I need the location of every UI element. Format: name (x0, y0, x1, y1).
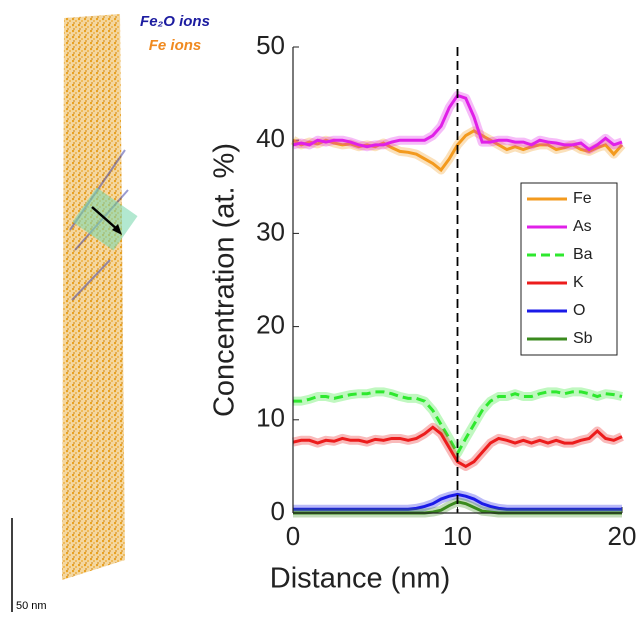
chart: Distance (nm) Concentration (at. %) 0 10 2… (209, 30, 637, 595)
y-tick-label: 10 (256, 403, 285, 433)
legend-box (520, 182, 618, 356)
y-tick-label: 20 (256, 309, 285, 339)
legend-label: K (573, 274, 584, 291)
scale-label: 50 nm (16, 600, 47, 612)
series-line (292, 129, 624, 173)
legend-label: Sb (573, 330, 593, 347)
legend-label: O (573, 302, 585, 319)
roi-arrow (91, 206, 119, 231)
y-tick-label: 30 (256, 216, 285, 246)
series-line (293, 492, 622, 511)
legend-fe2o: Fe₂O ions (140, 13, 210, 30)
legend-label: Ba (573, 246, 593, 263)
legend-fe: Fe ions (149, 37, 202, 54)
y-tick-label: 40 (256, 123, 285, 153)
y-axis-label: Concentration (at. %) (209, 143, 241, 417)
legend-label: As (573, 218, 592, 235)
arrow-head (112, 224, 122, 235)
x-axis-label: Distance (nm) (270, 563, 451, 595)
x-tick-label: 20 (608, 521, 637, 551)
x-tick-label: 10 (443, 521, 472, 551)
reconstruction: Fe₂O ions Fe ions 50 nm (11, 13, 210, 612)
legend-label: Fe (573, 190, 592, 207)
tip-volume (62, 14, 125, 580)
x-tick-label: 0 (286, 521, 300, 551)
y-tick-label: 50 (256, 30, 285, 60)
y-tick-label: 0 (271, 496, 285, 526)
